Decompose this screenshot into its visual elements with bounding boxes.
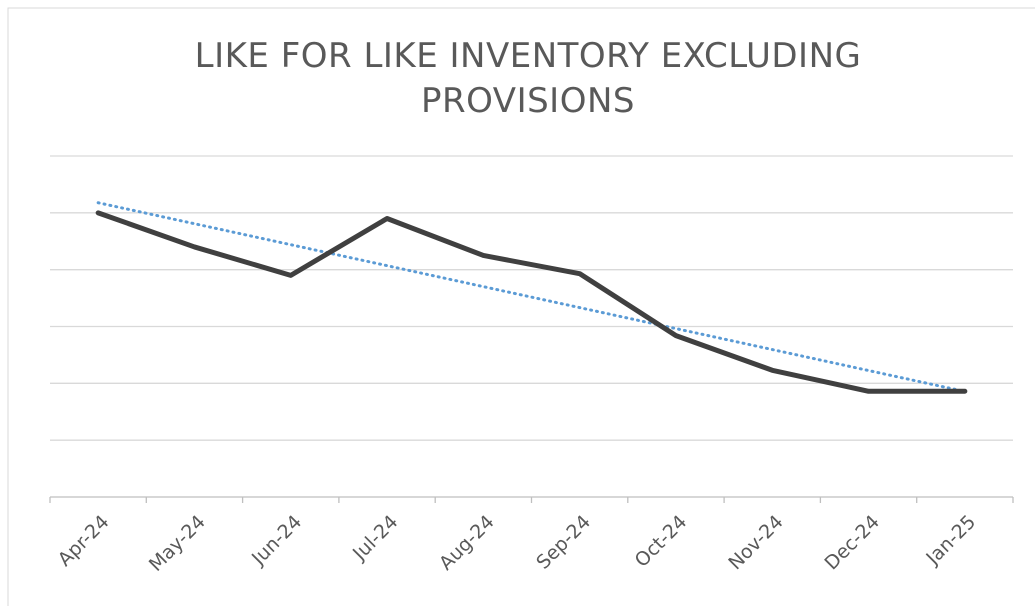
x-tick-label: Aug-24 [435, 511, 499, 575]
x-tick-label: Jan-25 [921, 511, 980, 570]
x-tick-label: Jun-24 [247, 511, 306, 570]
x-tick-label: Oct-24 [631, 511, 692, 572]
x-tick-label: May-24 [145, 511, 210, 576]
x-tick-label: Nov-24 [724, 511, 787, 574]
trendline [96, 201, 967, 393]
chart-title: LIKE FOR LIKE INVENTORY EXCLUDING PROVIS… [194, 36, 862, 121]
data-line [95, 210, 968, 394]
x-tick-label: Jul-24 [348, 511, 402, 565]
x-tick-label: Sep-24 [532, 511, 595, 574]
chart-border [7, 7, 1035, 606]
x-tick-label: Dec-24 [820, 511, 884, 575]
x-tick-label: Apr-24 [54, 511, 114, 571]
